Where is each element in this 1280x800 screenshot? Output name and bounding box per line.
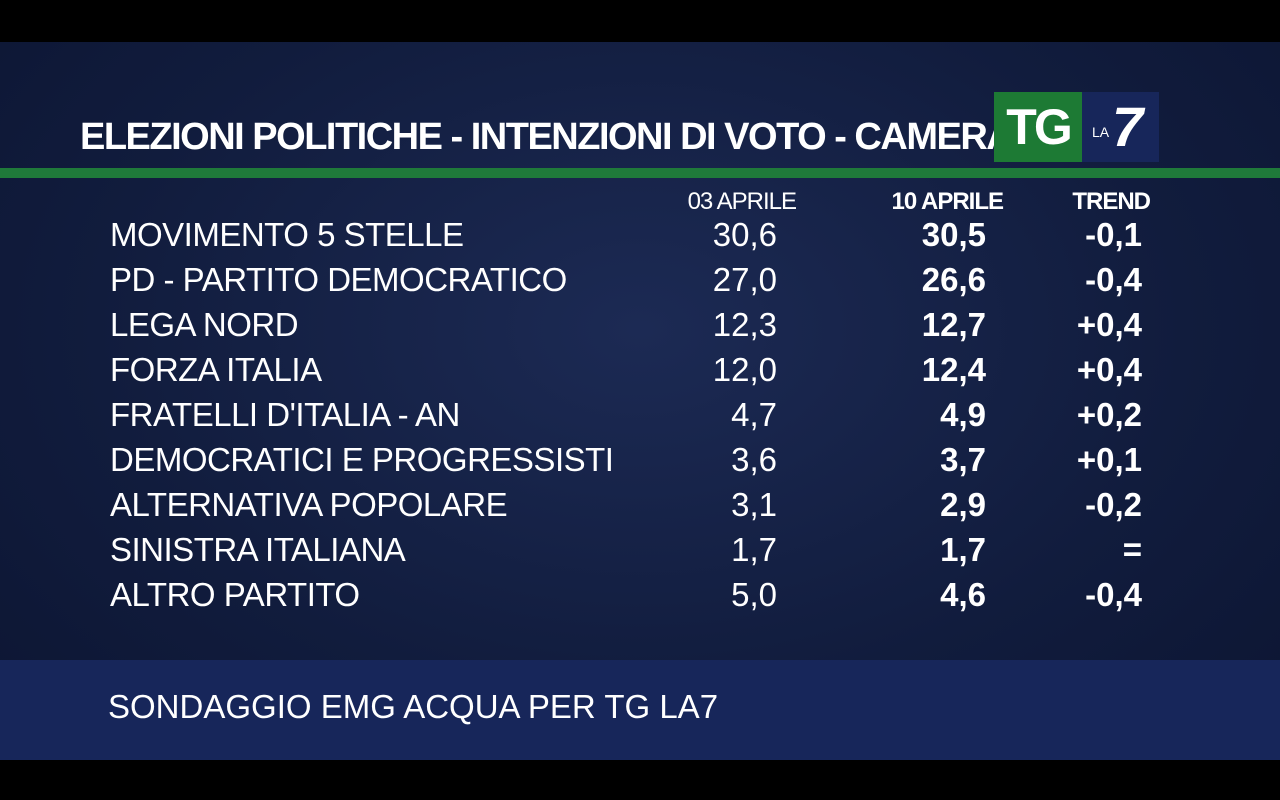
broadcast-screen: ELEZIONI POLITICHE - INTENZIONI DI VOTO … (0, 42, 1280, 760)
value-date2: 3,7 (940, 441, 986, 478)
logo-tg: TG (994, 92, 1082, 162)
value-trend: -0,4 (1085, 576, 1142, 613)
value-date1: 3,6 (731, 441, 777, 478)
value-trend: +0,4 (1076, 306, 1142, 343)
value-date2: 12,4 (921, 351, 986, 388)
value-trend: -0,2 (1085, 486, 1142, 523)
party-name: DEMOCRATICI E PROGRESSISTI (110, 441, 614, 478)
value-trend: -0,4 (1085, 261, 1142, 298)
header-trend: TREND (1072, 188, 1151, 215)
value-date2: 4,9 (940, 396, 986, 433)
header-date1: 03 APRILE (687, 188, 797, 215)
table-row: ALTRO PARTITO 5,0 4,6 -0,4 (0, 574, 1280, 619)
value-date1: 12,3 (712, 306, 777, 343)
table-row: SINISTRA ITALIANA 1,7 1,7 = (0, 529, 1280, 574)
value-trend: +0,4 (1076, 351, 1142, 388)
value-trend: = (1122, 531, 1142, 568)
value-date1: 27,0 (712, 261, 777, 298)
value-date2: 2,9 (940, 486, 986, 523)
source-footer: SONDAGGIO EMG ACQUA PER TG LA7 (0, 660, 1280, 760)
party-name: MOVIMENTO 5 STELLE (110, 216, 464, 253)
page-title: ELEZIONI POLITICHE - INTENZIONI DI VOTO … (80, 116, 1014, 158)
value-trend: +0,2 (1076, 396, 1142, 433)
green-divider (0, 168, 1280, 178)
value-date2: 1,7 (940, 531, 986, 568)
poll-table: MOVIMENTO 5 STELLE 30,6 30,5 -0,1 PD - P… (0, 214, 1280, 619)
party-name: ALTRO PARTITO (110, 576, 360, 613)
logo-la7: LA 7 (1082, 92, 1159, 162)
value-date1: 1,7 (731, 531, 777, 568)
tg-la7-logo: TG LA 7 (994, 92, 1159, 162)
value-date2: 12,7 (921, 306, 986, 343)
party-name: LEGA NORD (110, 306, 299, 343)
party-name: FRATELLI D'ITALIA - AN (110, 396, 460, 433)
table-row: DEMOCRATICI E PROGRESSISTI 3,6 3,7 +0,1 (0, 439, 1280, 484)
logo-la-text: LA (1092, 124, 1110, 140)
table-row: LEGA NORD 12,3 12,7 +0,4 (0, 304, 1280, 349)
title-bar: ELEZIONI POLITICHE - INTENZIONI DI VOTO … (0, 42, 1280, 168)
table-row: ALTERNATIVA POPOLARE 3,1 2,9 -0,2 (0, 484, 1280, 529)
value-date1: 30,6 (712, 216, 777, 253)
party-name: PD - PARTITO DEMOCRATICO (110, 261, 567, 298)
party-name: SINISTRA ITALIANA (110, 531, 406, 568)
table-row: FRATELLI D'ITALIA - AN 4,7 4,9 +0,2 (0, 394, 1280, 439)
header-date2: 10 APRILE (891, 188, 1004, 215)
logo-seven-text: 7 (1112, 95, 1143, 158)
value-date1: 4,7 (731, 396, 777, 433)
party-name: FORZA ITALIA (110, 351, 322, 388)
table-row: PD - PARTITO DEMOCRATICO 27,0 26,6 -0,4 (0, 259, 1280, 304)
table-row: FORZA ITALIA 12,0 12,4 +0,4 (0, 349, 1280, 394)
value-date2: 26,6 (921, 261, 986, 298)
value-trend: +0,1 (1076, 441, 1142, 478)
value-date1: 12,0 (712, 351, 777, 388)
value-date2: 30,5 (921, 216, 986, 253)
value-date2: 4,6 (940, 576, 986, 613)
value-trend: -0,1 (1085, 216, 1142, 253)
table-row: MOVIMENTO 5 STELLE 30,6 30,5 -0,1 (0, 214, 1280, 259)
party-name: ALTERNATIVA POPOLARE (110, 486, 508, 523)
value-date1: 5,0 (731, 576, 777, 613)
value-date1: 3,1 (731, 486, 777, 523)
source-text: SONDAGGIO EMG ACQUA PER TG LA7 (108, 688, 719, 725)
